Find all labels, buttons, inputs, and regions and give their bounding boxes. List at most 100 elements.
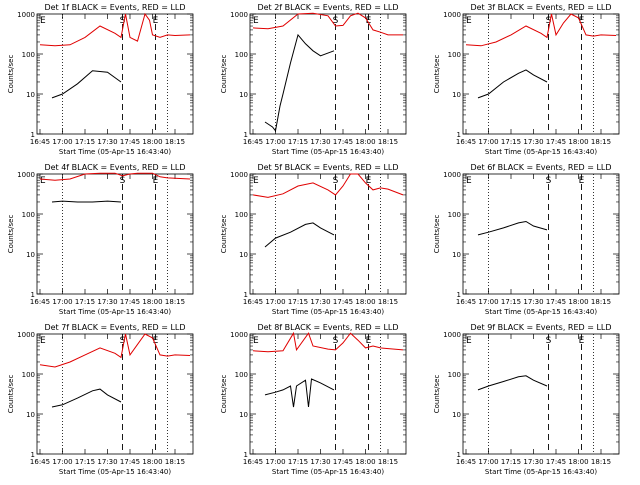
x-axis-label: Start Time (05-Apr-15 16:43:40) [59, 308, 171, 316]
plot-frame [36, 13, 194, 135]
x-tick-label: 18:15 [165, 298, 185, 306]
x-tick-label: 18:00 [355, 298, 375, 306]
panel-title: Det 7f BLACK = Events, RED = LLD [44, 323, 185, 332]
x-tick-label: 16:45 [456, 138, 476, 146]
x-tick-label: 18:15 [378, 138, 398, 146]
plot-frame [462, 333, 620, 455]
y-tick-label: 1 [457, 451, 461, 459]
flag-label: E [466, 16, 472, 26]
y-tick-label: 10 [452, 91, 461, 99]
flag-label: E [366, 176, 372, 186]
plot-frame [249, 13, 407, 135]
panel-title: Det 4f BLACK = Events, RED = LLD [44, 163, 185, 172]
flag-label: E [366, 16, 372, 26]
x-axis-label: Start Time (05-Apr-15 16:43:40) [272, 468, 384, 476]
x-tick-label: 17:15 [75, 298, 95, 306]
plot-frame [249, 333, 407, 455]
x-axis-label: Start Time (05-Apr-15 16:43:40) [272, 308, 384, 316]
flag-label: E [366, 336, 372, 346]
events-series-line [264, 33, 335, 132]
x-tick-label: 17:00 [52, 138, 72, 146]
x-tick-label: 17:00 [265, 138, 285, 146]
flag-label: E [40, 176, 46, 186]
panel-det-1: Det 1f BLACK = Events, RED = LLD 1 10 100 10… [7, 3, 194, 156]
flag-label: E [153, 336, 159, 346]
x-tick-label: 17:30 [97, 298, 117, 306]
y-tick-label: 100 [22, 51, 35, 59]
panel-title: Det 6f BLACK = Events, RED = LLD [470, 163, 611, 172]
y-tick-label: 1 [457, 131, 461, 139]
panel-det-4: Det 4f BLACK = Events, RED = LLD 1 10 100 10… [7, 163, 194, 316]
x-tick-label: 18:00 [568, 458, 588, 466]
y-tick-label: 10 [26, 91, 35, 99]
x-tick-label: 18:00 [568, 138, 588, 146]
events-series-line [264, 222, 335, 248]
panel-det-3: Det 3f BLACK = Events, RED = LLD 1 10 100 10… [433, 3, 620, 156]
x-tick-label: 17:15 [501, 458, 521, 466]
x-tick-label: 17:00 [265, 298, 285, 306]
x-tick-label: 17:30 [310, 458, 330, 466]
x-tick-label: 17:30 [523, 138, 543, 146]
x-tick-label: 16:45 [243, 458, 263, 466]
x-tick-label: 17:45 [333, 458, 353, 466]
x-tick-label: 17:00 [52, 458, 72, 466]
y-tick-label: 10 [239, 411, 248, 419]
flag-label: E [579, 176, 585, 186]
x-tick-label: 17:45 [120, 298, 140, 306]
x-tick-label: 17:45 [333, 298, 353, 306]
flag-label: E [253, 176, 259, 186]
y-tick-label: 100 [22, 371, 35, 379]
y-axis-label: Counts/sec [220, 55, 228, 94]
y-tick-label: 1 [31, 291, 35, 299]
events-series-line [51, 200, 122, 203]
y-tick-label: 1000 [17, 11, 35, 19]
y-tick-label: 1000 [443, 331, 461, 339]
lld-series-line [252, 173, 404, 198]
flag-label: S [120, 336, 126, 346]
x-tick-label: 16:45 [30, 138, 50, 146]
y-tick-label: 1 [457, 291, 461, 299]
flag-label: E [579, 16, 585, 26]
x-tick-label: 18:15 [378, 298, 398, 306]
panel-title: Det 3f BLACK = Events, RED = LLD [470, 3, 611, 12]
y-axis-label: Counts/sec [433, 375, 441, 414]
y-tick-label: 1000 [17, 171, 35, 179]
x-tick-label: 17:45 [120, 138, 140, 146]
panel-title: Det 8f BLACK = Events, RED = LLD [257, 323, 398, 332]
x-tick-label: 18:00 [568, 298, 588, 306]
y-tick-label: 100 [235, 371, 248, 379]
lld-series-line [252, 12, 403, 36]
y-tick-label: 1 [31, 131, 35, 139]
x-tick-label: 17:15 [288, 458, 308, 466]
flag-label: E [153, 176, 159, 186]
y-axis-label: Counts/sec [220, 375, 228, 414]
x-tick-label: 17:00 [478, 298, 498, 306]
x-tick-label: 18:15 [591, 458, 611, 466]
y-tick-label: 10 [26, 411, 35, 419]
flag-label: E [466, 336, 472, 346]
x-tick-label: 16:45 [456, 458, 476, 466]
lld-series-line [39, 12, 191, 47]
x-tick-label: 17:30 [310, 298, 330, 306]
x-tick-label: 18:00 [355, 458, 375, 466]
y-tick-label: 100 [235, 211, 248, 219]
x-tick-label: 16:45 [243, 138, 263, 146]
y-tick-label: 100 [448, 51, 461, 59]
y-axis-label: Counts/sec [433, 55, 441, 94]
flag-label: S [333, 16, 339, 26]
x-tick-label: 18:00 [142, 458, 162, 466]
y-tick-label: 10 [452, 251, 461, 259]
x-tick-label: 17:00 [52, 298, 72, 306]
y-tick-label: 1000 [443, 171, 461, 179]
x-tick-label: 17:45 [546, 298, 566, 306]
plot-frame [36, 333, 194, 455]
lld-series-line [465, 13, 617, 47]
x-tick-label: 18:00 [142, 298, 162, 306]
flag-label: E [579, 336, 585, 346]
x-tick-label: 16:45 [243, 298, 263, 306]
y-axis-label: Counts/sec [220, 215, 228, 254]
x-axis-label: Start Time (05-Apr-15 16:43:40) [59, 148, 171, 156]
x-tick-label: 17:45 [333, 138, 353, 146]
x-tick-label: 17:00 [265, 458, 285, 466]
